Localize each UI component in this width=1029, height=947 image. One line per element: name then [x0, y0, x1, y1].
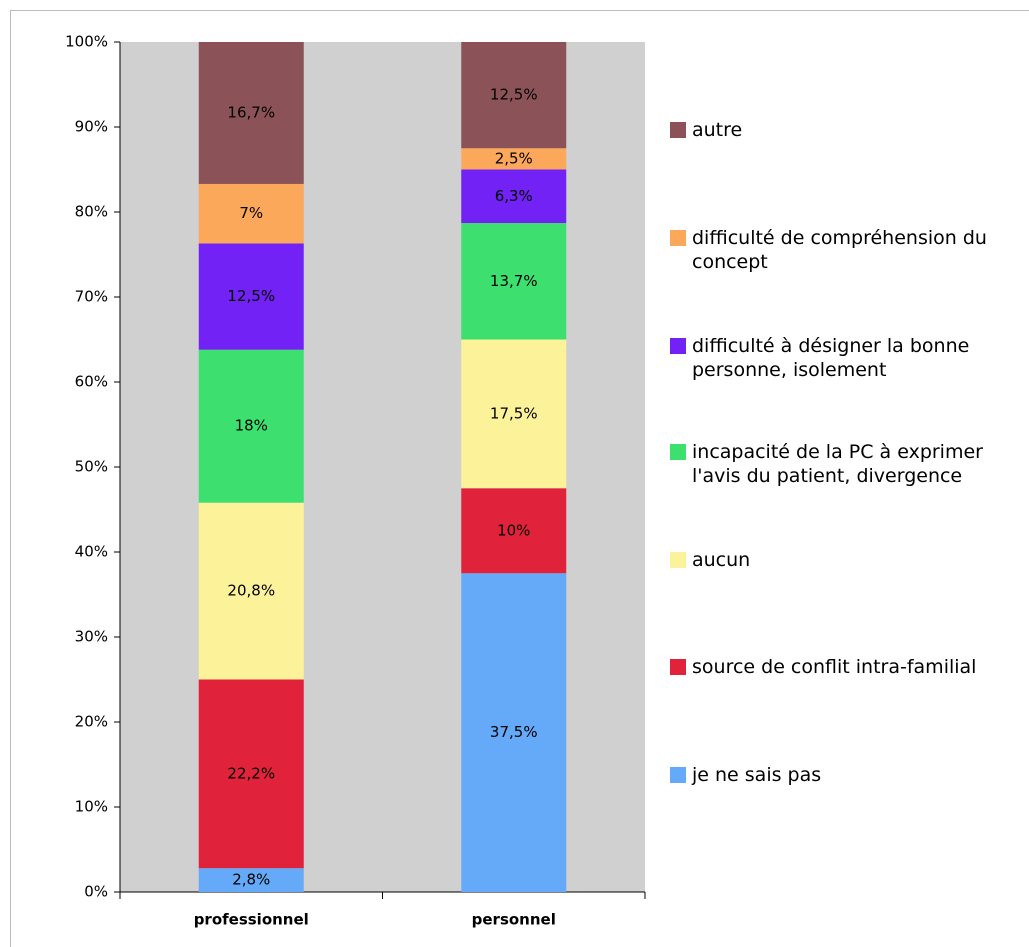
legend-label: difficulté à désigner la bonne personne,…: [692, 335, 970, 381]
legend-swatch: [670, 444, 686, 460]
data-label: 2,8%: [232, 871, 270, 889]
bar-segment: [198, 183, 304, 244]
y-tick-label: 30%: [75, 628, 108, 646]
data-label: 10%: [497, 521, 530, 539]
legend-item: autre: [670, 118, 1025, 142]
legend-label: difficulté de compréhension du concept: [692, 227, 987, 273]
legend-swatch: [670, 338, 686, 354]
bar-segment: [198, 243, 304, 350]
legend-item: difficulté à désigner la bonne personne,…: [670, 334, 1025, 382]
data-label: 12,5%: [227, 287, 275, 305]
data-label: 12,5%: [490, 86, 538, 104]
legend-swatch: [670, 767, 686, 783]
legend-item: je ne sais pas: [670, 763, 1025, 787]
bar-segment: [461, 148, 567, 170]
chart-frame: [10, 10, 1029, 947]
data-label: 7%: [239, 204, 263, 222]
data-label: 22,2%: [227, 764, 275, 782]
legend-item: aucun: [670, 548, 1025, 572]
legend-label: source de conflit intra-familial: [692, 656, 977, 678]
x-tick-label: personnel: [472, 911, 556, 929]
y-tick-label: 100%: [65, 33, 108, 51]
data-label: 13,7%: [490, 272, 538, 290]
data-label: 37,5%: [490, 723, 538, 741]
data-label: 2,5%: [495, 149, 533, 167]
legend-swatch: [670, 122, 686, 138]
legend-swatch: [670, 552, 686, 568]
bar-segment: [198, 868, 304, 892]
bar-segment: [461, 573, 567, 892]
bar-segment: [198, 42, 304, 184]
y-tick-label: 40%: [75, 543, 108, 561]
legend-item: source de conflit intra-familial: [670, 655, 1025, 679]
bar-segment: [198, 502, 304, 680]
legend-item: difficulté de compréhension du concept: [670, 226, 1025, 274]
legend-item: incapacité de la PC à exprimer l'avis du…: [670, 440, 1025, 488]
y-tick-label: 90%: [75, 118, 108, 136]
legend-swatch: [670, 659, 686, 675]
y-tick-label: 60%: [75, 373, 108, 391]
bar-segment: [461, 339, 567, 489]
data-label: 16,7%: [227, 103, 275, 121]
bar-segment: [461, 42, 567, 149]
legend-label: aucun: [692, 549, 751, 571]
y-tick-label: 10%: [75, 798, 108, 816]
bar-segment: [461, 169, 567, 224]
bar-segment: [461, 223, 567, 340]
bar-segment: [198, 679, 304, 869]
bar-segment: [461, 488, 567, 574]
legend-label: autre: [692, 119, 743, 141]
y-tick-label: 70%: [75, 288, 108, 306]
data-label: 6,3%: [495, 187, 533, 205]
x-tick-label: professionnel: [194, 911, 309, 929]
y-tick-label: 0%: [84, 883, 108, 901]
legend-label: je ne sais pas: [692, 764, 822, 786]
legend-label: incapacité de la PC à exprimer l'avis du…: [692, 441, 983, 487]
y-tick-label: 20%: [75, 713, 108, 731]
data-label: 17,5%: [490, 404, 538, 422]
legend-swatch: [670, 230, 686, 246]
data-label: 18%: [235, 417, 268, 435]
data-label: 20,8%: [227, 582, 275, 600]
bar-segment: [198, 349, 304, 503]
y-tick-label: 50%: [75, 458, 108, 476]
y-tick-label: 80%: [75, 203, 108, 221]
